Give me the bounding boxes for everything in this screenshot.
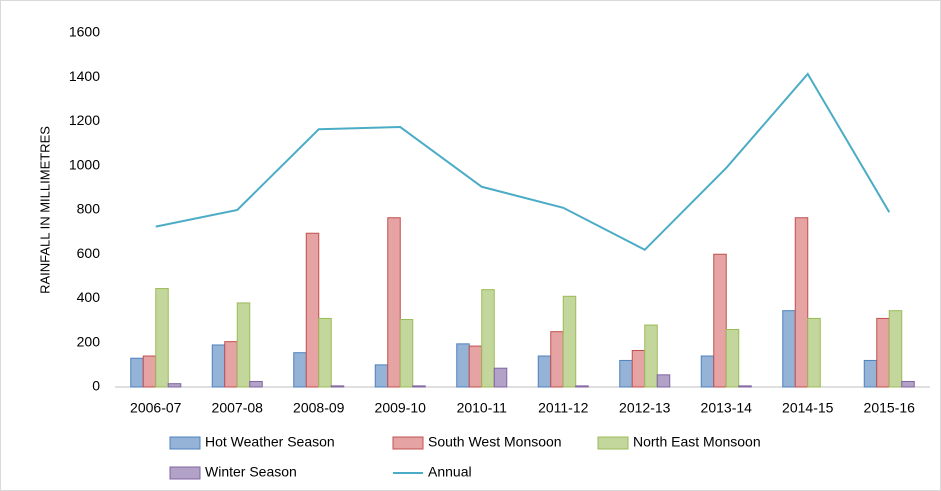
bar bbox=[807, 317, 821, 388]
x-tick-label: 2015-16 bbox=[864, 400, 916, 416]
y-tick-label: 200 bbox=[77, 333, 101, 349]
x-tick-label: 2014-15 bbox=[782, 400, 834, 416]
x-tick-label: 2011-12 bbox=[538, 400, 589, 416]
bar bbox=[562, 295, 577, 388]
bar bbox=[456, 343, 470, 388]
x-tick-label: 2006-07 bbox=[130, 400, 182, 416]
legend-label: Winter Season bbox=[205, 464, 297, 480]
bar bbox=[155, 288, 169, 388]
y-tick-label: 1600 bbox=[69, 24, 100, 40]
bar bbox=[167, 383, 182, 388]
legend-swatch bbox=[169, 466, 201, 480]
bar bbox=[631, 349, 646, 388]
bar bbox=[224, 341, 238, 388]
bar bbox=[330, 385, 345, 388]
legend-swatch bbox=[169, 436, 201, 450]
legend-label: South West Monsoon bbox=[428, 434, 562, 450]
bar bbox=[863, 359, 878, 388]
legend-label: North East Monsoon bbox=[633, 434, 761, 450]
x-tick-label: 2013-14 bbox=[701, 400, 753, 416]
bar bbox=[619, 359, 633, 388]
legend-label: Annual bbox=[428, 464, 472, 480]
x-tick-label: 2007-08 bbox=[212, 400, 264, 416]
y-axis-label: RAINFALL IN MILLIMETRES bbox=[37, 126, 52, 294]
bar bbox=[249, 380, 263, 388]
bar bbox=[656, 374, 671, 388]
bar bbox=[399, 319, 414, 388]
y-tick-label: 400 bbox=[77, 289, 101, 305]
y-tick-label: 0 bbox=[92, 378, 100, 394]
y-tick-label: 800 bbox=[77, 201, 101, 217]
bar bbox=[412, 385, 426, 388]
bar bbox=[782, 310, 796, 388]
x-tick-label: 2012-13 bbox=[619, 400, 671, 416]
bar bbox=[318, 317, 332, 388]
legend-swatch bbox=[392, 436, 424, 450]
x-tick-label: 2010-11 bbox=[457, 400, 508, 416]
legend-label: Hot Weather Season bbox=[205, 434, 335, 450]
y-tick-label: 1000 bbox=[69, 156, 100, 172]
bar bbox=[901, 380, 915, 388]
bar bbox=[293, 352, 307, 388]
bar bbox=[468, 345, 483, 388]
bar bbox=[142, 355, 157, 388]
bar bbox=[493, 367, 508, 388]
bar bbox=[700, 355, 715, 388]
bar bbox=[550, 331, 564, 388]
bar bbox=[575, 385, 589, 388]
bar bbox=[888, 310, 903, 388]
bar bbox=[876, 317, 890, 388]
bar bbox=[537, 355, 552, 388]
y-tick-label: 1400 bbox=[69, 68, 100, 84]
bar bbox=[374, 364, 389, 388]
bar bbox=[644, 324, 658, 388]
bar bbox=[794, 217, 809, 388]
y-tick-label: 600 bbox=[77, 245, 101, 261]
bar bbox=[481, 289, 495, 388]
bar bbox=[387, 217, 401, 388]
bar bbox=[305, 232, 320, 388]
legend-swatch bbox=[597, 436, 629, 450]
x-tick-label: 2009-10 bbox=[375, 400, 427, 416]
line bbox=[155, 72, 891, 252]
bar bbox=[738, 385, 752, 388]
bar bbox=[236, 302, 251, 388]
bar bbox=[725, 328, 740, 388]
y-tick-label: 1200 bbox=[69, 112, 100, 128]
bar bbox=[211, 344, 226, 388]
bar bbox=[130, 357, 144, 388]
bar bbox=[713, 253, 727, 388]
x-tick-label: 2008-09 bbox=[293, 400, 345, 416]
